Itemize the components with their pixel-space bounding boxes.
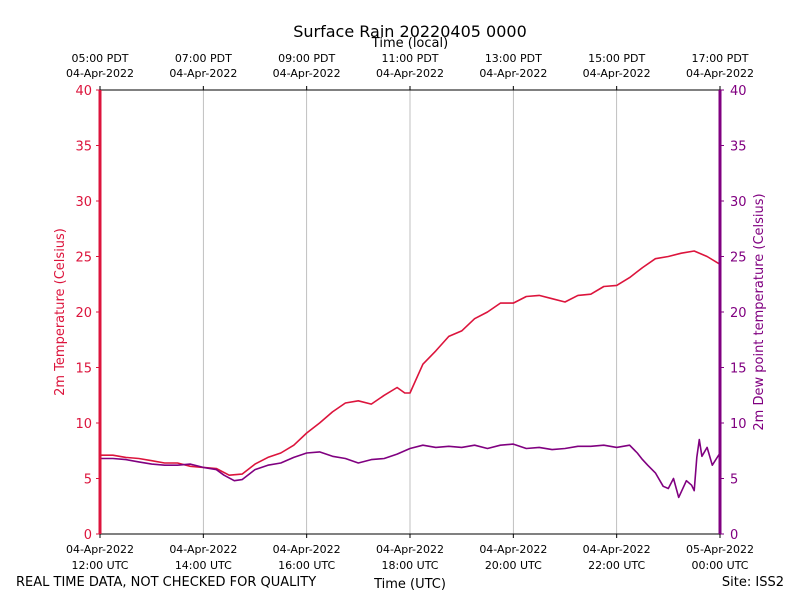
y-tick-label-right: 10 — [730, 417, 747, 432]
y-tick-label-right: 40 — [730, 84, 747, 99]
top-tick-label-time: 09:00 PDT — [278, 52, 335, 65]
top-tick-label-date: 04-Apr-2022 — [66, 67, 134, 80]
y-tick-label-left: 20 — [75, 306, 92, 321]
x-axis-label: Time (UTC) — [373, 577, 446, 592]
grid-lines — [202, 90, 618, 534]
y-tick-label-left: 40 — [75, 84, 92, 99]
top-tick-label-time: 15:00 PDT — [588, 52, 645, 65]
top-tick-label-date: 04-Apr-2022 — [169, 67, 237, 80]
y-tick-label-right: 5 — [730, 473, 738, 488]
top-tick-label-date: 04-Apr-2022 — [479, 67, 547, 80]
x-tick-label-date: 04-Apr-2022 — [66, 543, 134, 556]
site-label: Site: ISS2 — [721, 575, 784, 590]
x-tick-label-time: 18:00 UTC — [381, 559, 438, 572]
x-tick-label-date: 04-Apr-2022 — [479, 543, 547, 556]
y-tick-label-right: 0 — [730, 528, 738, 543]
y-tick-label-left: 30 — [75, 195, 92, 210]
x-tick-label-time: 12:00 UTC — [71, 559, 128, 572]
top-axis-label: Time (local) — [371, 36, 448, 51]
top-tick-label-time: 05:00 PDT — [71, 52, 128, 65]
y-tick-label-left: 25 — [75, 251, 92, 266]
y-axis-label-right: 2m Dew point temperature (Celsius) — [752, 193, 767, 430]
y-tick-label-right: 20 — [730, 306, 747, 321]
top-tick-label-time: 07:00 PDT — [175, 52, 232, 65]
top-tick-label-date: 04-Apr-2022 — [583, 67, 651, 80]
x-tick-label-date: 04-Apr-2022 — [376, 543, 444, 556]
x-tick-label-time: 22:00 UTC — [588, 559, 645, 572]
y-tick-label-right: 30 — [730, 195, 747, 210]
top-tick-label-date: 04-Apr-2022 — [273, 67, 341, 80]
top-tick-label-date: 04-Apr-2022 — [686, 67, 754, 80]
x-tick-label-date: 04-Apr-2022 — [169, 543, 237, 556]
x-tick-label-date: 04-Apr-2022 — [273, 543, 341, 556]
y-tick-label-left: 0 — [84, 528, 92, 543]
dewpoint-line — [100, 438, 721, 499]
chart-title: Surface Rain 20220405 0000 — [293, 22, 527, 41]
y-tick-label-right: 15 — [730, 362, 747, 377]
quality-disclaimer: REAL TIME DATA, NOT CHECKED FOR QUALITY — [16, 575, 317, 590]
top-tick-label-time: 17:00 PDT — [691, 52, 748, 65]
x-tick-label-time: 20:00 UTC — [485, 559, 542, 572]
top-tick-label-date: 04-Apr-2022 — [376, 67, 444, 80]
y-tick-label-right: 35 — [730, 140, 747, 155]
y-tick-label-right: 25 — [730, 251, 747, 266]
x-tick-label-time: 16:00 UTC — [278, 559, 335, 572]
series-lines — [100, 250, 721, 499]
y-axis-label-left: 2m Temperature (Celsius) — [53, 228, 68, 396]
y-tick-label-left: 35 — [75, 140, 92, 155]
y-tick-label-left: 15 — [75, 362, 92, 377]
x-tick-label-time: 00:00 UTC — [691, 559, 748, 572]
y-tick-label-left: 10 — [75, 417, 92, 432]
x-tick-label-date: 05-Apr-2022 — [686, 543, 754, 556]
x-tick-label-date: 04-Apr-2022 — [583, 543, 651, 556]
top-tick-label-time: 11:00 PDT — [381, 52, 438, 65]
x-tick-label-time: 14:00 UTC — [175, 559, 232, 572]
y-tick-label-left: 5 — [84, 473, 92, 488]
tick-labels: 0 0 5 5 10 10 15 15 20 20 25 25 30 30 35 35 40 40 04-Apr-2… — [66, 52, 754, 572]
top-tick-label-time: 13:00 PDT — [485, 52, 542, 65]
